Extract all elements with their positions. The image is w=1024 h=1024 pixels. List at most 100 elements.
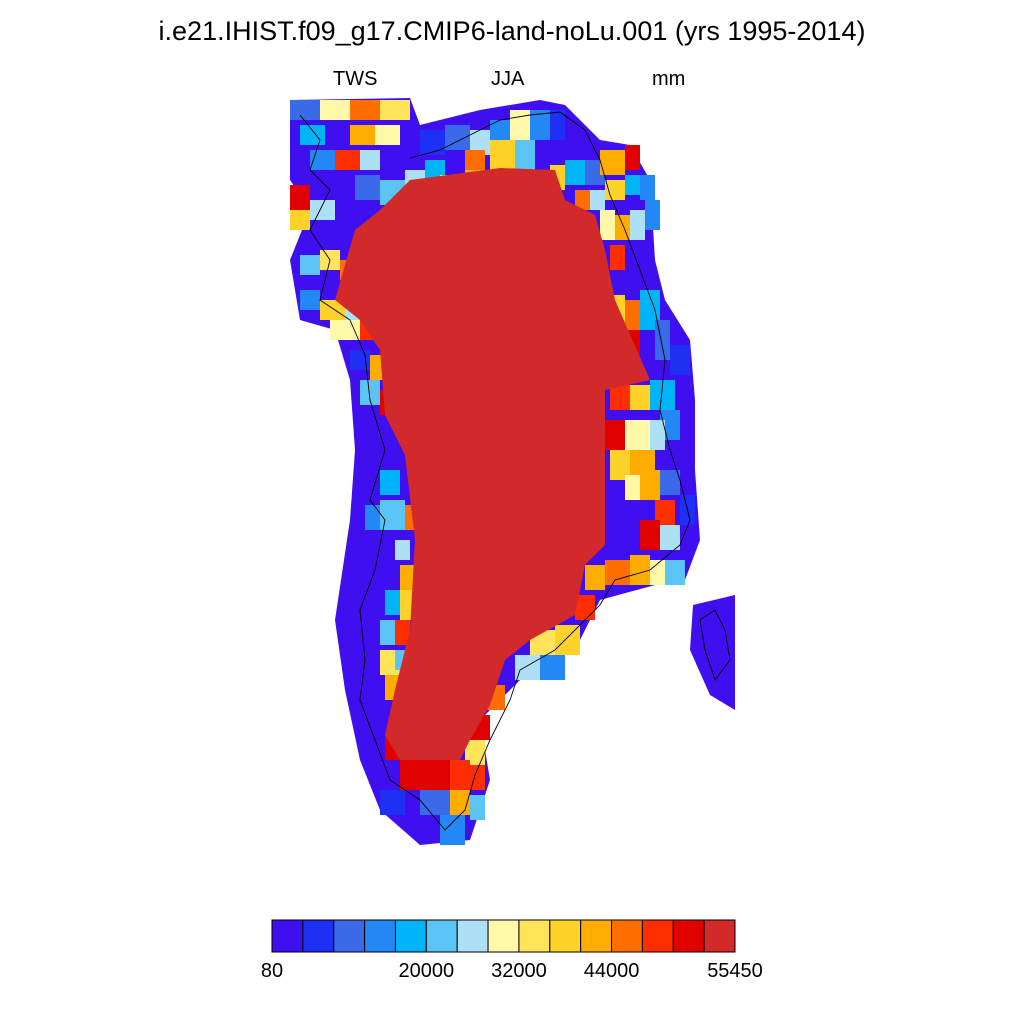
grid-cell [420,130,445,155]
colorbar-tick-label: 55450 [707,960,763,982]
colorbar-box [456,919,489,953]
grid-cell [610,450,630,480]
grid-cell [350,100,380,120]
coastline-path [699,609,731,681]
colorbar-box [518,919,551,953]
colorbar-tick-label: 20000 [398,960,455,982]
colorbar-tick-label: 44000 [583,960,640,982]
page-title: i.e21.IHIST.f09_g17.CMIP6-land-noLu.001 … [158,16,866,46]
coastline [299,111,731,831]
grid-cell [555,625,580,655]
grid-cell [375,125,400,145]
grid-cell [530,110,550,140]
grid-cell [470,795,485,820]
variable-label: TWS [333,68,378,90]
grid-cell [490,140,515,170]
colorbar-box [549,919,582,953]
grid-cell [625,475,640,500]
grid-cell [600,210,615,240]
grid-cell [360,150,380,170]
grid-cell [380,790,405,815]
grid-cell [640,520,660,550]
grid-cell [625,300,640,330]
colorbar-box [611,919,643,953]
ice-sheet-interior [335,168,650,760]
units-label: mm [652,68,686,90]
grid-cell [640,175,655,200]
island-cells [690,595,735,710]
grid-cell [670,345,690,375]
grid-cell [490,120,510,145]
colorbar-box [580,919,613,953]
grid-cell [470,130,490,155]
grid-cell [440,815,465,845]
grid-cell [610,245,625,270]
grid-cell [335,150,360,170]
grid-cell [625,420,650,450]
map-grid-cells [290,98,735,845]
grid-cell [575,595,595,620]
grid-cell [290,100,320,120]
grid-cell [630,385,650,410]
grid-cell [610,385,630,410]
grid-cell [515,655,540,680]
grid-cell [665,560,685,585]
grid-cell [300,290,320,310]
colorbar-box [425,919,458,953]
colorbar-tick-label: 80 [260,960,284,982]
grid-cell [605,560,630,585]
colorbar-box [487,919,520,953]
grid-cell [420,790,450,815]
grid-cell [565,160,585,185]
grid-cell [290,185,310,210]
colorbar-box [333,919,366,953]
colorbar-box [302,919,335,953]
colorbar-box [703,919,736,953]
grid-cell [380,470,400,495]
grid-cell [310,200,335,220]
grid-cell [395,540,410,560]
grid-cell [300,125,325,145]
grid-cell [585,565,605,590]
colorbar-box [394,919,427,953]
grid-cell [320,300,345,320]
grid-cell [310,150,335,170]
grid-cell [395,620,410,645]
grid-cell [465,150,485,170]
colorbar-box [364,919,396,953]
grid-cell [470,765,485,790]
coastline-path [299,111,691,831]
colorbar-box [672,919,705,953]
grid-cell [625,145,640,170]
grid-cell [645,200,660,230]
colorbar-box [641,919,674,953]
colorbar-box [271,919,304,953]
grid-cell [550,110,565,140]
grid-cell [625,245,640,270]
grid-cell [465,740,485,765]
grid-cell [575,190,590,210]
colorbar-tick-label: 32000 [491,960,547,982]
grid-cell [590,190,605,210]
grid-cell [640,470,660,500]
grid-cell [400,565,415,590]
grid-cell [630,555,650,585]
grid-cell [650,420,665,450]
season-label: JJA [491,68,525,90]
grid-cell [660,525,680,550]
grid-cell [300,255,320,275]
grid-cell [540,655,565,680]
grid-cell [380,100,410,120]
grid-cell [660,470,680,495]
grid-cell [600,150,625,175]
grid-cell [630,210,645,240]
grid-cell [515,140,535,170]
grid-cell [400,760,450,790]
grid-cell [650,560,665,585]
grid-cell [355,175,380,200]
grid-cell [290,210,310,230]
grid-cell [335,205,360,225]
grid-cell [350,125,375,145]
